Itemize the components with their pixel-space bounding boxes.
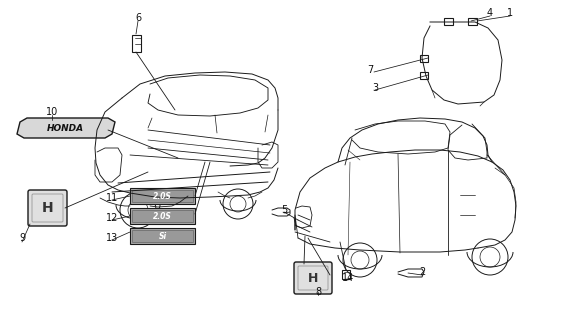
FancyBboxPatch shape <box>294 262 332 294</box>
Bar <box>468 18 477 25</box>
Text: 12: 12 <box>106 213 118 223</box>
Bar <box>342 270 350 279</box>
Text: 1: 1 <box>507 8 513 18</box>
Text: 2.0S: 2.0S <box>153 212 172 220</box>
Bar <box>132 35 141 52</box>
Bar <box>420 72 428 79</box>
Text: 9: 9 <box>19 233 25 243</box>
Text: 2.0S: 2.0S <box>153 191 172 201</box>
Text: 7: 7 <box>367 65 373 75</box>
Bar <box>130 208 195 224</box>
Text: H: H <box>308 271 318 284</box>
Text: 13: 13 <box>106 233 118 243</box>
Text: HONDA: HONDA <box>47 124 84 132</box>
Text: 2: 2 <box>419 267 425 277</box>
Text: 10: 10 <box>46 107 58 117</box>
FancyBboxPatch shape <box>28 190 67 226</box>
Text: 5: 5 <box>281 205 287 215</box>
Bar <box>132 210 193 222</box>
Text: 6: 6 <box>135 13 141 23</box>
Text: Si: Si <box>158 231 167 241</box>
Text: 11: 11 <box>106 193 118 203</box>
Bar <box>132 230 193 242</box>
Bar <box>130 188 195 204</box>
Text: 4: 4 <box>487 8 493 18</box>
Text: 14: 14 <box>342 273 354 283</box>
Bar <box>420 55 428 62</box>
Polygon shape <box>17 118 115 138</box>
Text: 3: 3 <box>372 83 378 93</box>
Text: 8: 8 <box>315 287 321 297</box>
Text: H: H <box>42 201 53 215</box>
Bar <box>130 228 195 244</box>
Bar <box>132 190 193 202</box>
Bar <box>444 18 453 25</box>
